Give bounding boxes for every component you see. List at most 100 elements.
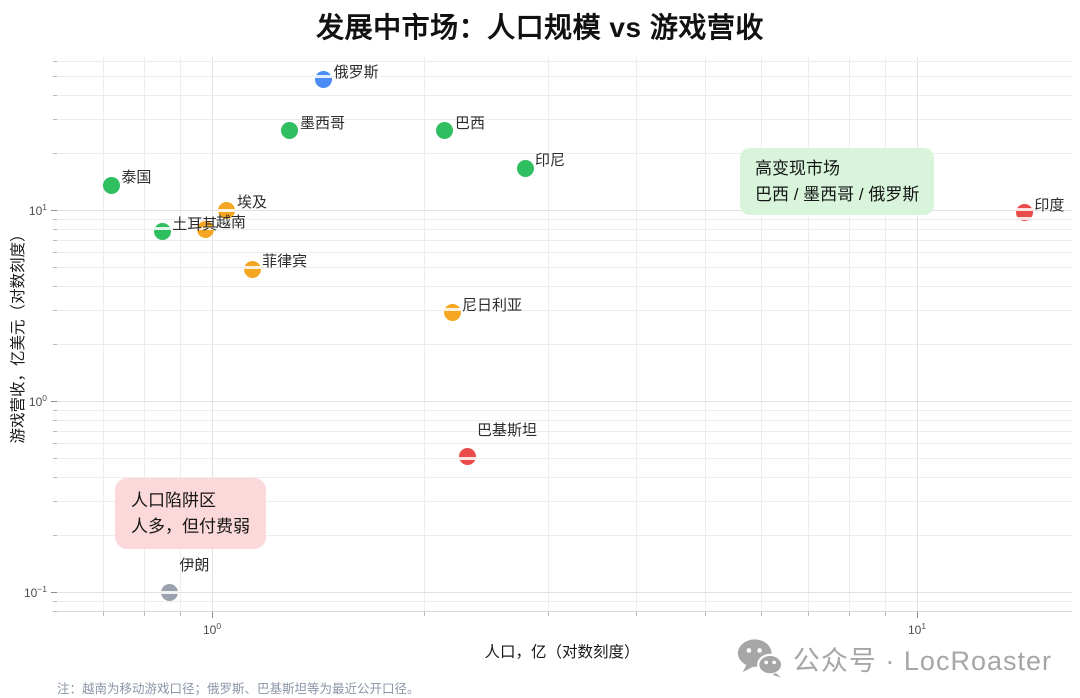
x-tick xyxy=(848,612,850,616)
y-tick-label: 101 xyxy=(28,202,47,218)
x-tick xyxy=(636,612,638,616)
y-gridline xyxy=(57,286,1072,287)
point-label: 墨西哥 xyxy=(299,114,345,132)
footnote: 注：越南为移动游戏口径；俄罗斯、巴基斯坦等为最近公开口径。 xyxy=(57,682,420,696)
y-gridline xyxy=(57,210,1072,211)
plot-area: 100 101 10−1 100 101 俄罗斯 墨西哥 巴西 印尼 泰国 埃及 土耳其 越南 菲律宾 尼日… xyxy=(24,57,1072,637)
y-tick xyxy=(53,534,57,536)
gridline-overlay xyxy=(153,227,171,230)
y-tick xyxy=(53,430,57,432)
y-tick xyxy=(51,210,57,211)
y-tick xyxy=(53,458,57,460)
data-point-印度 xyxy=(1015,204,1033,222)
x-gridline xyxy=(548,57,550,612)
y-tick xyxy=(51,401,57,402)
x-tick xyxy=(102,612,104,616)
x-gridline xyxy=(636,57,638,612)
data-point-伊朗 xyxy=(160,583,178,601)
y-gridline xyxy=(57,430,1072,432)
x-tick xyxy=(884,612,886,616)
x-gridline xyxy=(102,57,104,612)
annotation-line: 巴西 / 墨西哥 / 俄罗斯 xyxy=(755,184,920,204)
y-gridline xyxy=(57,343,1072,345)
y-tick xyxy=(53,500,57,502)
y-tick xyxy=(51,592,57,593)
x-tick xyxy=(917,612,918,618)
y-tick xyxy=(53,443,57,445)
y-tick xyxy=(53,152,57,154)
y-tick-label: 10−1 xyxy=(23,584,47,600)
y-gridline xyxy=(57,61,1072,63)
data-point-菲律宾 xyxy=(243,260,261,278)
point-label: 巴西 xyxy=(454,114,485,132)
x-gridline xyxy=(807,57,809,612)
x-gridline xyxy=(212,57,213,612)
wechat-icon xyxy=(737,639,783,678)
data-point-尼日利亚 xyxy=(443,304,461,322)
y-tick xyxy=(53,61,57,63)
y-axis-title: 游戏营收，亿美元（对数刻度） xyxy=(10,226,27,444)
x-gridline xyxy=(760,57,762,612)
y-gridline xyxy=(57,239,1072,241)
y-gridline xyxy=(57,477,1072,478)
data-point-泰国 xyxy=(102,176,120,194)
x-gridline xyxy=(179,57,181,612)
x-gridline xyxy=(917,57,918,612)
data-point-土耳其 xyxy=(153,223,171,241)
point-label: 越南 xyxy=(215,213,246,231)
y-tick xyxy=(53,76,57,78)
y-gridline xyxy=(57,309,1072,311)
annotation-population-trap: 人口陷阱区 人多，但付费弱 xyxy=(115,478,266,549)
y-gridline xyxy=(57,443,1072,445)
gridline-overlay xyxy=(243,265,261,269)
point-label: 尼日利亚 xyxy=(462,296,523,314)
x-tick xyxy=(760,612,762,616)
x-tick xyxy=(548,612,550,616)
y-tick xyxy=(53,239,57,241)
y-gridline xyxy=(57,228,1072,230)
gridline-overlay xyxy=(443,308,461,312)
y-gridline xyxy=(57,534,1072,536)
y-gridline xyxy=(57,419,1072,421)
x-tick xyxy=(179,612,181,616)
point-label: 印度 xyxy=(1034,196,1065,214)
watermark: 公众号 · LocRoaster xyxy=(737,638,1052,678)
x-tick xyxy=(143,612,145,616)
y-tick xyxy=(53,610,57,612)
y-tick xyxy=(53,252,57,254)
y-tick xyxy=(53,218,57,220)
y-tick xyxy=(53,309,57,311)
x-tick xyxy=(704,612,706,616)
annotation-high-monetization: 高变现市场 巴西 / 墨西哥 / 俄罗斯 xyxy=(740,148,935,215)
gridline-overlay xyxy=(218,208,236,212)
point-label: 印尼 xyxy=(535,152,566,170)
y-gridline xyxy=(57,458,1072,460)
data-point-俄罗斯 xyxy=(315,71,333,89)
y-gridline xyxy=(57,409,1072,411)
gridline-overlay xyxy=(197,227,215,230)
y-gridline xyxy=(57,592,1072,593)
point-label: 埃及 xyxy=(236,194,267,211)
y-gridline xyxy=(57,252,1072,254)
x-gridline xyxy=(424,57,426,612)
x-gridline xyxy=(704,57,706,612)
x-axis-title: 人口，亿（对数刻度） xyxy=(484,644,640,661)
gridline-overlay xyxy=(458,456,476,460)
annotation-line: 高变现市场 xyxy=(755,159,840,178)
y-tick xyxy=(53,477,57,478)
y-tick xyxy=(53,343,57,345)
data-point-印尼 xyxy=(516,159,534,177)
y-gridline xyxy=(57,95,1072,96)
x-tick-label: 100 xyxy=(202,621,222,637)
y-tick xyxy=(53,419,57,421)
y-gridline xyxy=(57,218,1072,220)
x-tick-label: 101 xyxy=(907,621,927,637)
gridline-overlay xyxy=(160,590,178,594)
y-tick xyxy=(53,267,57,269)
y-tick-label: 100 xyxy=(28,393,47,409)
annotation-line: 人多，但付费弱 xyxy=(131,516,250,536)
gridline-overlay xyxy=(315,74,333,78)
annotation-line: 人口陷阱区 xyxy=(131,491,216,510)
x-tick xyxy=(424,612,426,616)
